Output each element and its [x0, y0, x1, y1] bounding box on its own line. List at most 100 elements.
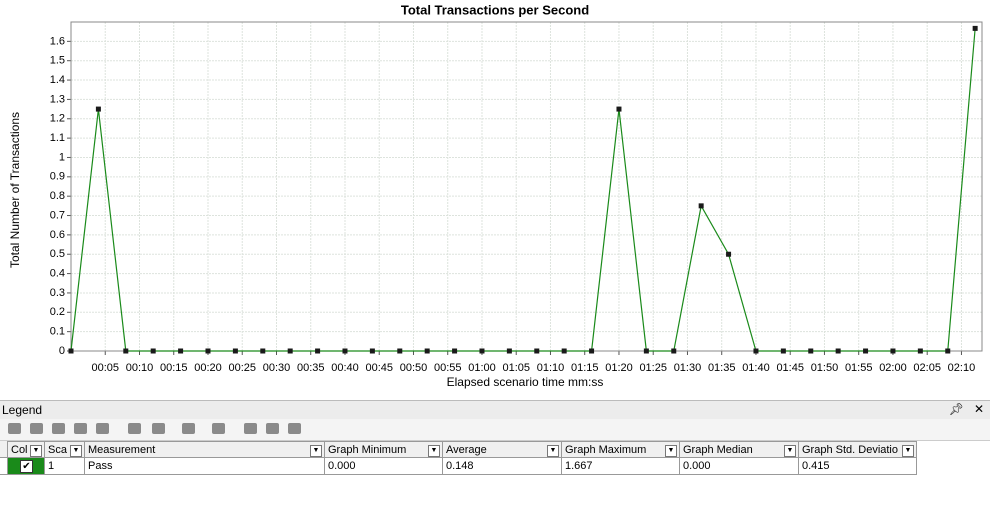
- y-tick-label: 1.4: [50, 74, 65, 86]
- table-cell: 1.667: [562, 458, 680, 475]
- column-header: Average ▼: [443, 441, 562, 458]
- data-point: [835, 348, 841, 354]
- y-tick-label: 0: [59, 345, 65, 357]
- toolbar-button[interactable]: [182, 423, 195, 434]
- column-filter[interactable]: ▼: [784, 445, 796, 457]
- x-tick-label: 00:10: [126, 362, 154, 374]
- x-tick-label: 01:25: [639, 362, 667, 374]
- toolbar-button[interactable]: [96, 423, 109, 434]
- row-selector: [0, 441, 8, 458]
- chart: Total Transactions per Second Total Numb…: [8, 2, 983, 389]
- x-tick-label: 00:25: [228, 362, 256, 374]
- column-filter[interactable]: ▼: [665, 445, 677, 457]
- column-header: Graph Minimum ▼: [325, 441, 443, 458]
- chart-title: Total Transactions per Second: [401, 2, 589, 17]
- x-tick-label: 00:45: [365, 362, 393, 374]
- data-point: [589, 348, 595, 354]
- data-point: [479, 348, 485, 354]
- column-filter[interactable]: ▼: [30, 445, 42, 457]
- column-filter[interactable]: ▼: [70, 445, 82, 457]
- column-header: Col ▼: [8, 441, 45, 458]
- y-tick-label: 0.6: [50, 229, 65, 241]
- y-tick-label: 1.1: [50, 132, 65, 144]
- column-header-text: Average: [446, 444, 487, 456]
- x-tick-label: 01:00: [468, 362, 496, 374]
- column-filter[interactable]: ▼: [428, 445, 440, 457]
- data-point: [315, 348, 321, 354]
- data-point: [397, 348, 403, 354]
- table-cell-text: 0.415: [802, 460, 830, 472]
- data-point: [808, 348, 814, 354]
- column-header: Measurement ▼: [85, 441, 325, 458]
- x-tick-label: 01:10: [537, 362, 565, 374]
- data-point: [917, 348, 923, 354]
- y-tick-label: 1.2: [50, 113, 65, 125]
- x-tick-label: 00:30: [263, 362, 291, 374]
- y-tick-label: 1: [59, 151, 65, 163]
- toolbar-button[interactable]: [152, 423, 165, 434]
- data-point: [95, 106, 101, 112]
- toolbar-button[interactable]: [212, 423, 225, 434]
- data-point: [780, 348, 786, 354]
- toolbar-button[interactable]: [30, 423, 43, 434]
- x-tick-label: 01:05: [502, 362, 530, 374]
- data-point: [616, 106, 622, 112]
- y-tick-label: 0.4: [50, 267, 65, 279]
- data-point: [726, 251, 732, 257]
- x-tick-label: 00:55: [434, 362, 462, 374]
- legend-panel: Legend 📌︎ ✕ Col ▼ Sca ▼ Measurement ▼ Graph Mi…: [0, 400, 990, 520]
- toolbar-button[interactable]: [74, 423, 87, 434]
- toolbar-button[interactable]: [52, 423, 65, 434]
- x-tick-label: 01:35: [708, 362, 736, 374]
- x-tick-label: 00:40: [331, 362, 359, 374]
- toolbar-button[interactable]: [244, 423, 257, 434]
- toolbar-button[interactable]: [266, 423, 279, 434]
- data-point: [945, 348, 951, 354]
- table-cell-text: Pass: [88, 460, 113, 472]
- table-cell-text: 0.000: [683, 460, 711, 472]
- data-point: [287, 348, 293, 354]
- data-point: [369, 348, 375, 354]
- column-filter[interactable]: ▼: [547, 445, 559, 457]
- row-selector: [0, 458, 8, 475]
- column-header-text: Graph Median: [683, 444, 753, 456]
- data-point: [452, 348, 458, 354]
- x-tick-label: 01:20: [605, 362, 633, 374]
- close-button[interactable]: ✕: [973, 402, 984, 416]
- column-header: Sca ▼: [45, 441, 85, 458]
- data-point: [561, 348, 567, 354]
- data-point: [232, 348, 238, 354]
- toolbar-button[interactable]: [288, 423, 301, 434]
- data-point: [205, 348, 211, 354]
- table-cell: 0.148: [443, 458, 562, 475]
- column-header-text: Col: [11, 444, 28, 456]
- y-tick-label: 0.5: [50, 248, 65, 260]
- table-cell-text: 1: [48, 460, 55, 472]
- toolbar-button[interactable]: [128, 423, 141, 434]
- toolbar: [0, 419, 990, 441]
- toolbar-button[interactable]: [8, 423, 21, 434]
- data-point: [643, 348, 649, 354]
- table-cell-text: 1.667: [565, 460, 593, 472]
- legend-title: Legend: [2, 403, 43, 417]
- data-point: [178, 348, 184, 354]
- x-tick-label: 01:50: [811, 362, 839, 374]
- data-point: [260, 348, 266, 354]
- pin-button[interactable]: 📌︎: [948, 402, 964, 416]
- x-tick-label: 02:05: [913, 362, 941, 374]
- y-tick-label: 0.2: [50, 306, 65, 318]
- y-tick-label: 0.8: [50, 190, 65, 202]
- y-tick-label: 0.9: [50, 171, 65, 183]
- column-filter[interactable]: ▼: [310, 445, 322, 457]
- legend-header: Legend 📌︎ ✕: [0, 400, 990, 419]
- column-filter[interactable]: ▼: [902, 445, 914, 457]
- x-tick-label: 01:15: [571, 362, 599, 374]
- visibility-checkbox[interactable]: ✔: [20, 460, 33, 473]
- data-point: [753, 348, 759, 354]
- table-cell: 0.000: [325, 458, 443, 475]
- x-tick-label: 02:10: [948, 362, 976, 374]
- x-tick-label: 00:15: [160, 362, 188, 374]
- column-header: Graph Std. Deviatio ▼: [799, 441, 917, 458]
- table-cell-text: 0.148: [446, 460, 474, 472]
